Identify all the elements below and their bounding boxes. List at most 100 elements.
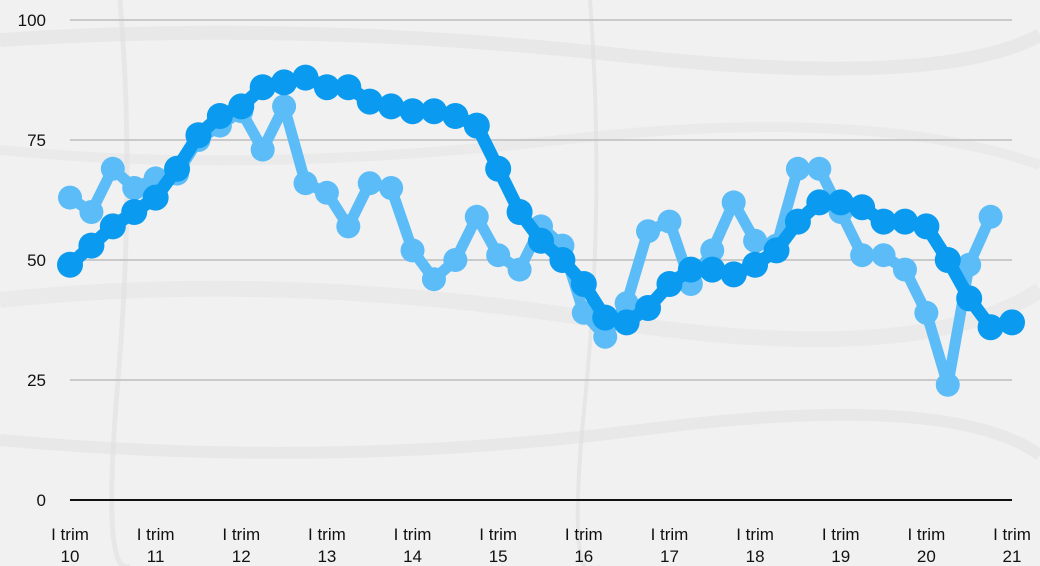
x-tick-label-line: 17 [660,547,679,566]
data-point [850,243,875,268]
data-point [528,227,554,254]
data-point [442,103,469,129]
data-point [122,176,147,200]
data-point [592,304,619,331]
data-point [978,204,1003,229]
x-tick-label-line: 13 [317,547,336,566]
data-point [443,248,468,272]
data-point [699,256,726,283]
data-point [78,232,105,259]
data-point [271,69,298,96]
data-point [743,228,768,253]
x-axis-ticks: I trim 10 I trim 11 I trim 12 I trim 13 I trim 14… [51,525,1031,566]
data-point [613,309,640,336]
data-point [57,251,83,278]
x-tick-label-line: 14 [403,547,422,566]
data-point [378,93,405,120]
data-point [464,204,489,229]
data-point [806,189,833,216]
data-point [784,208,811,235]
x-tick-label-line: I trim [222,525,260,544]
data-point [399,98,426,125]
x-tick-label: I trim 15 [479,525,517,566]
data-point [570,271,597,297]
data-point [571,300,596,325]
data-point [827,189,854,216]
data-point [313,74,340,101]
data-point [891,208,918,235]
x-tick-label-line: I trim [565,525,603,544]
x-tick-label-line: I trim [651,525,689,544]
data-point [228,93,255,120]
x-tick-label: I trim 19 [822,525,860,566]
x-tick-label-line: 15 [489,547,508,566]
data-point [421,267,446,292]
data-point [914,300,939,325]
data-point [913,213,940,240]
data-point [485,155,512,182]
data-point [272,94,297,119]
data-point [142,184,169,211]
y-tick-label: 100 [18,11,46,30]
x-tick-label-line: I trim [308,525,346,544]
x-tick-label: I trim 11 [137,525,175,566]
x-tick-label-line: I trim [394,525,432,544]
x-tick-label-line: 12 [232,547,251,566]
data-point [871,243,896,268]
data-point [677,256,704,283]
data-point [934,247,961,273]
x-tick-label-line: I trim [736,525,774,544]
data-point [420,98,447,125]
gridlines [70,19,1012,501]
data-point [807,156,832,181]
data-point [635,295,662,321]
data-point [486,243,511,268]
x-tick-label-line: I trim [993,525,1031,544]
x-tick-label: I trim 13 [308,525,346,566]
data-point [121,199,148,225]
data-point [250,137,275,162]
data-point [357,171,382,196]
data-point [935,372,960,397]
x-tick-label-line: 21 [1003,547,1022,566]
data-point [999,309,1025,336]
data-point [185,122,212,149]
data-point [249,74,276,101]
x-tick-label-line: I trim [51,525,89,544]
data-point [507,257,532,282]
data-point [956,285,983,312]
y-axis-ticks: 0 25 50 75 100 [18,11,46,510]
x-tick-label: I trim 20 [907,525,945,566]
data-point [292,64,319,91]
series-1 [57,64,1025,341]
data-point [463,112,490,139]
x-tick-label: I trim 14 [394,525,432,566]
data-point [379,176,404,200]
data-point [636,219,661,244]
x-tick-label: I trim 10 [51,525,89,566]
data-point [849,194,876,221]
x-tick-label-line: 10 [61,547,80,566]
data-point [720,261,747,288]
x-tick-label: I trim 12 [222,525,260,566]
x-tick-label-line: 18 [746,547,765,566]
data-point [79,200,104,224]
data-point [892,257,917,282]
data-point [700,238,725,263]
x-tick-label-line: I trim [479,525,517,544]
data-point [657,209,682,234]
data-point [100,156,125,181]
data-point [356,88,383,115]
data-point [314,180,339,205]
data-point [99,213,126,240]
x-tick-label: I trim 18 [736,525,774,566]
x-tick-label: I trim 17 [651,525,689,566]
data-point [977,314,1004,341]
data-point [656,271,683,297]
data-point [785,156,810,181]
data-point [742,251,769,278]
x-tick-label-line: I trim [822,525,860,544]
data-point [593,324,618,349]
